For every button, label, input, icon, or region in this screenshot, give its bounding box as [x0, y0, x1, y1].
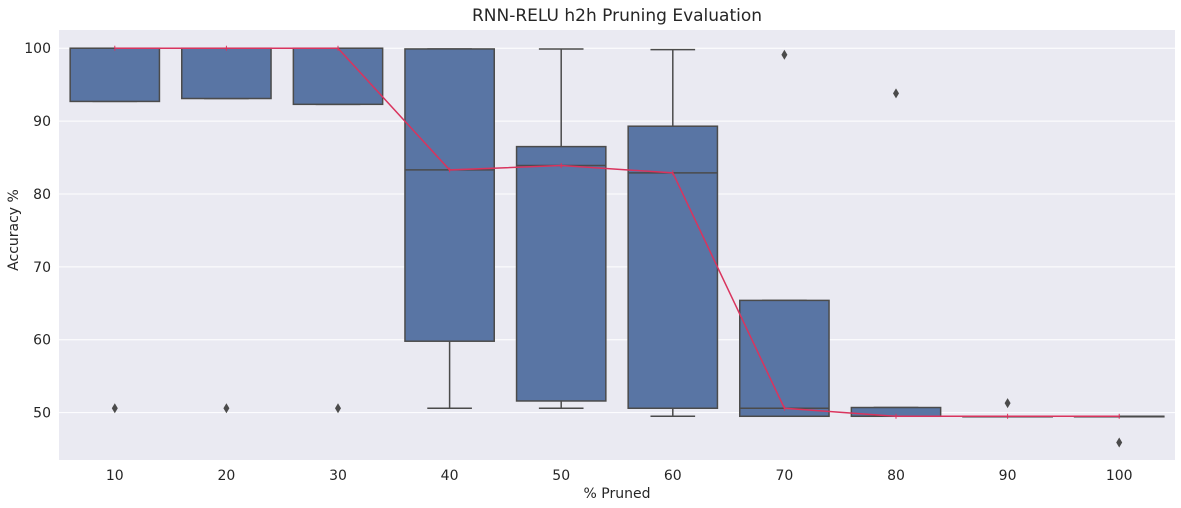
y-tick-label-70: 70 [33, 260, 51, 276]
box-body [404, 48, 495, 342]
x-axis-label: % Pruned [584, 486, 651, 502]
x-tick-label-10: 10 [106, 468, 124, 484]
box-body [627, 125, 719, 410]
chart-title: RNN-RELU h2h Pruning Evaluation [472, 6, 762, 26]
y-axis-label: Accuracy % [6, 189, 22, 271]
y-tick-label-100: 100 [24, 41, 51, 57]
box-10 [69, 47, 161, 414]
outlier-point [781, 49, 788, 60]
box-body [69, 47, 161, 103]
y-tick-label-50: 50 [33, 406, 51, 422]
x-tick-label-20: 20 [217, 468, 235, 484]
box-50 [515, 48, 607, 410]
median-trend-line [114, 47, 1120, 418]
x-tick-label-80: 80 [887, 468, 905, 484]
x-tick-label-100: 100 [1106, 468, 1133, 484]
x-tick-labels: 10 20 30 40 50 60 70 80 90 100 [106, 468, 1133, 484]
x-tick-label-70: 70 [775, 468, 793, 484]
box-30 [292, 47, 384, 414]
x-tick-label-90: 90 [999, 468, 1017, 484]
y-tick-label-60: 60 [33, 333, 51, 349]
boxes-group [69, 47, 1165, 448]
outlier-point [1116, 437, 1123, 448]
outlier-point [223, 403, 230, 414]
y-tick-label-80: 80 [33, 187, 51, 203]
y-tick-labels: 50 60 70 80 90 100 [24, 41, 51, 421]
outlier-point [335, 403, 341, 414]
outlier-point [1004, 398, 1011, 409]
x-tick-label-40: 40 [441, 468, 459, 484]
outlier-point [111, 403, 118, 414]
box-70 [739, 49, 830, 418]
median-line-group [114, 45, 1120, 419]
x-tick-label-30: 30 [329, 468, 347, 484]
box-body [515, 145, 607, 402]
x-tick-label-60: 60 [664, 468, 682, 484]
box-body [181, 47, 272, 100]
box-body [739, 299, 830, 418]
box-40 [404, 48, 495, 410]
box-body [292, 47, 384, 106]
outlier-point [893, 88, 899, 99]
gridlines [59, 47, 1175, 414]
plot-area [59, 30, 1175, 460]
y-tick-label-90: 90 [33, 114, 51, 130]
x-tick-label-50: 50 [552, 468, 570, 484]
